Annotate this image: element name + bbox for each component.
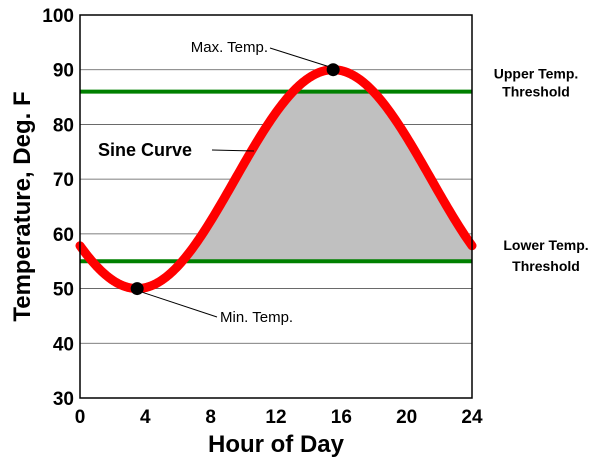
annotations: Max. Temp. Min. Temp. Sine Curve bbox=[98, 39, 330, 326]
max-temp-leader-line bbox=[269, 47, 330, 68]
min-temp-label: Min. Temp. bbox=[220, 309, 293, 326]
threshold-labels: Upper Temp. Threshold Lower Temp. Thresh… bbox=[494, 66, 589, 275]
lower-threshold-label-line2: Threshold bbox=[512, 258, 580, 274]
sine-curve-label: Sine Curve bbox=[98, 140, 192, 160]
x-axis-title: Hour of Day bbox=[208, 431, 345, 458]
x-tick-label: 0 bbox=[75, 407, 86, 428]
extreme-points bbox=[130, 63, 340, 296]
max-temp-label: Max. Temp. bbox=[191, 39, 268, 56]
min-temp-leader-line bbox=[140, 291, 218, 318]
sine-curve-leader-line bbox=[211, 149, 255, 152]
y-axis-title: Temperature, Deg. F bbox=[9, 91, 36, 321]
upper-threshold-label-line2: Threshold bbox=[502, 84, 570, 100]
x-tick-label: 20 bbox=[396, 407, 417, 428]
threshold-lines bbox=[80, 89, 472, 264]
y-tick-label: 50 bbox=[53, 280, 74, 301]
sine-curve-line bbox=[75, 65, 477, 294]
upper-threshold-label-line1: Upper Temp. bbox=[494, 66, 579, 82]
y-tick-label: 30 bbox=[53, 389, 74, 410]
y-tick-label: 40 bbox=[53, 334, 74, 355]
min-temp-point bbox=[130, 282, 144, 296]
x-tick-label: 16 bbox=[331, 407, 352, 428]
y-tick-label: 100 bbox=[42, 6, 74, 27]
plot-frame bbox=[79, 14, 473, 399]
y-tick-labels: 30 40 50 60 70 80 90 100 bbox=[42, 6, 74, 410]
y-tick-label: 70 bbox=[53, 170, 74, 191]
max-temp-point bbox=[326, 63, 340, 77]
y-tick-label: 80 bbox=[53, 115, 74, 136]
x-tick-label: 24 bbox=[461, 407, 483, 428]
x-tick-labels: 0 4 8 12 16 20 24 bbox=[75, 407, 483, 428]
y-tick-label: 90 bbox=[53, 61, 74, 82]
x-tick-label: 12 bbox=[265, 407, 286, 428]
y-tick-label: 60 bbox=[53, 225, 74, 246]
x-tick-label: 4 bbox=[140, 407, 151, 428]
x-tick-label: 8 bbox=[205, 407, 216, 428]
lower-threshold-label-line1: Lower Temp. bbox=[503, 237, 588, 253]
